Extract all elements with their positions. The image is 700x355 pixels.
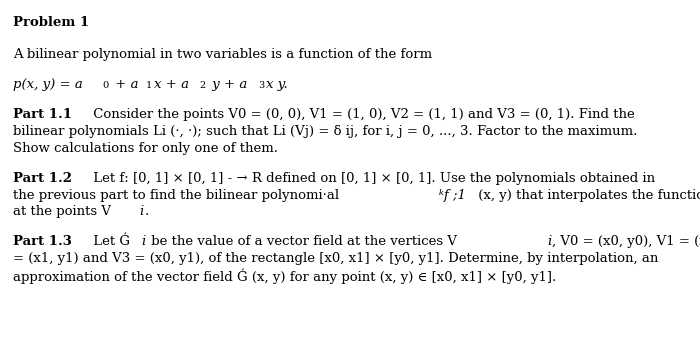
Text: bilinear polynomials Li (·, ·); such that Li (Vj) = δ ij, for i, j = 0, ..., 3. : bilinear polynomials Li (·, ·); such tha… [13,125,637,138]
Text: (x, y) that interpolates the function f (·, ·): (x, y) that interpolates the function f … [474,189,700,202]
Text: y + a: y + a [208,78,247,91]
Text: = (x1, y1) and V3 = (x0, y1), of the rectangle [x0, x1] × [y0, y1]. Determine, b: = (x1, y1) and V3 = (x0, y1), of the rec… [13,252,658,265]
Text: approximation of the vector field Ǵ (x, y) for any point (x, y) ∈ [x0, x1] × [y0: approximation of the vector field Ǵ (x, … [13,269,556,284]
Text: .: . [144,205,149,218]
Text: at the points V: at the points V [13,205,111,218]
Text: Let Ǵ: Let Ǵ [89,235,130,248]
Text: Part 1.3: Part 1.3 [13,235,71,248]
Text: be the value of a vector field at the vertices V: be the value of a vector field at the ve… [147,235,457,248]
Text: , V0 = (x0, y0), V1 = (x1, y0), V2: , V0 = (x0, y0), V1 = (x1, y0), V2 [552,235,700,248]
Text: x + a: x + a [155,78,190,91]
Text: Consider the points V0 = (0, 0), V1 = (1, 0), V2 = (1, 1) and V3 = (0, 1). Find : Consider the points V0 = (0, 0), V1 = (1… [89,108,634,121]
Text: Let f: [0, 1] × [0, 1] - → R defined on [0, 1] × [0, 1]. Use the polynomials obt: Let f: [0, 1] × [0, 1] - → R defined on … [89,172,655,185]
Text: 2: 2 [199,81,206,90]
Text: Part 1.2: Part 1.2 [13,172,71,185]
Text: i: i [139,205,144,218]
Text: A bilinear polynomial in two variables is a function of the form: A bilinear polynomial in two variables i… [13,48,432,61]
Text: Part 1.1: Part 1.1 [13,108,71,121]
Text: + a: + a [111,78,138,91]
Text: the previous part to find the bilinear polynomi·al: the previous part to find the bilinear p… [13,189,343,202]
Text: i: i [547,235,551,248]
Text: Show calculations for only one of them.: Show calculations for only one of them. [13,142,278,155]
Text: Problem 1: Problem 1 [13,16,89,29]
Text: ᵏf ;1: ᵏf ;1 [439,189,466,202]
Text: p(x, y) = a: p(x, y) = a [13,78,83,91]
Text: 0: 0 [103,81,108,90]
Text: i: i [141,235,146,248]
Text: 1: 1 [146,81,153,90]
Text: 3: 3 [258,81,265,90]
Text: x y.: x y. [266,78,288,91]
